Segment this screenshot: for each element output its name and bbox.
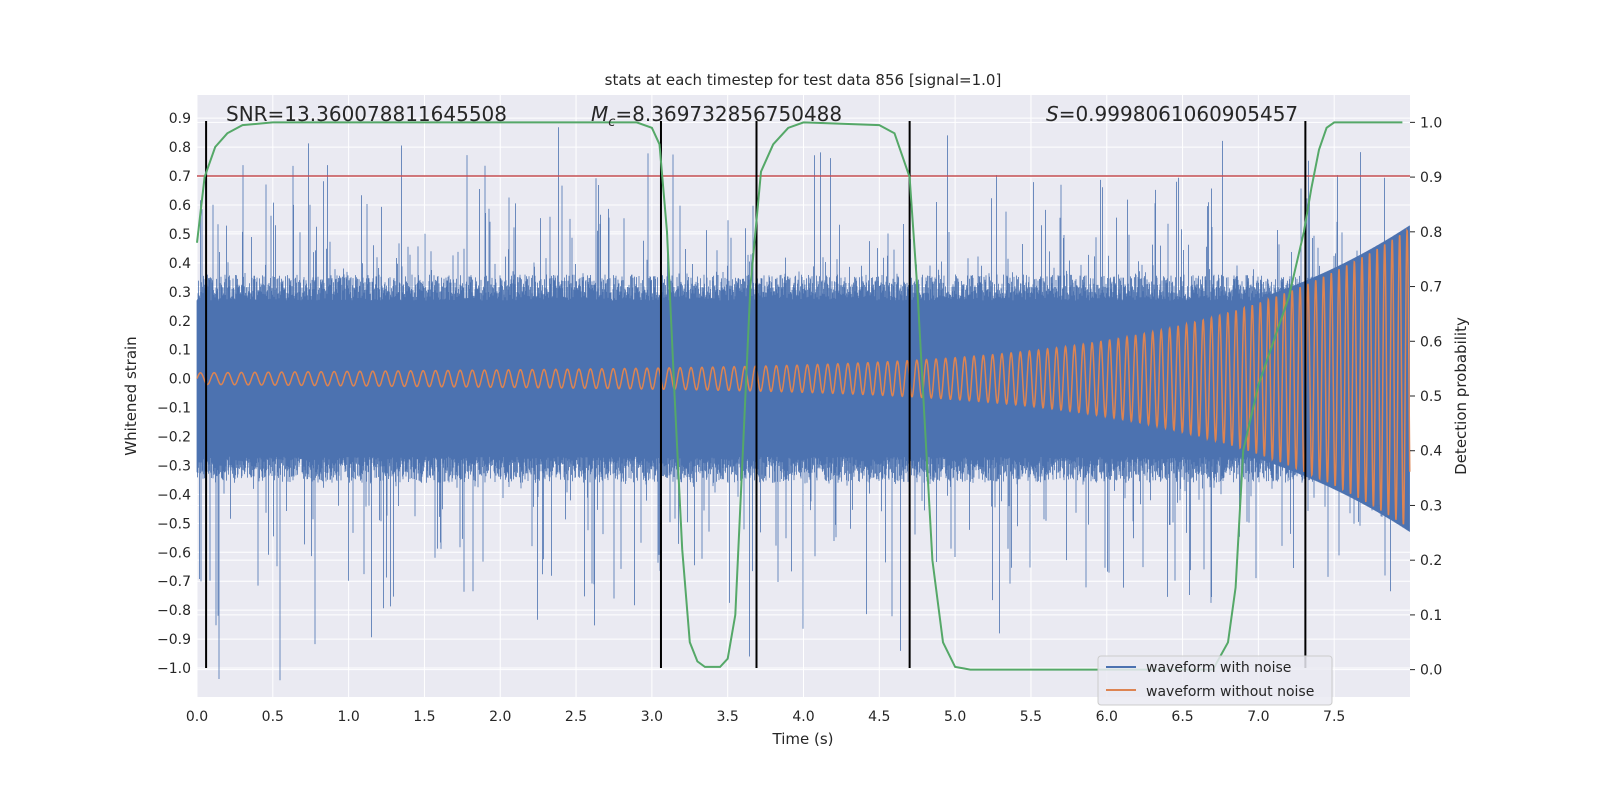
x-tick-label: 7.0: [1247, 709, 1269, 725]
x-tick-label: 2.5: [565, 709, 587, 725]
legend: waveform with noise waveform without noi…: [1097, 655, 1333, 706]
y-tick-label: 0.3: [169, 285, 191, 301]
y-tick-label: −0.9: [157, 632, 191, 648]
y-tick-label: 0.7: [169, 169, 191, 185]
legend-label-noise: waveform with noise: [1146, 660, 1291, 676]
x-tick-label: 0.5: [262, 709, 284, 725]
x-tick-label: 2.0: [489, 709, 511, 725]
x-tick-label: 1.0: [337, 709, 359, 725]
chirp-mass-annotation: Mc=8.369732856750488: [591, 102, 842, 130]
x-tick-label: 5.0: [944, 709, 966, 725]
y-right-tick-label: 0.6: [1420, 334, 1442, 350]
y-tick-label: −0.4: [157, 487, 191, 503]
y-tick-label: −0.5: [157, 516, 191, 532]
x-tick-label: 0.0: [186, 709, 208, 725]
y-right-tick-label: 0.9: [1420, 170, 1442, 186]
chart-title: stats at each timestep for test data 856…: [605, 71, 1002, 89]
series-detection-probability: [196, 121, 1403, 671]
x-axis-label: Time (s): [772, 730, 834, 748]
mc-symbol: M: [591, 102, 608, 126]
x-tick-label: 5.5: [1020, 709, 1042, 725]
y-axis-label: Whitened strain: [122, 336, 140, 455]
mc-subscript: c: [608, 115, 615, 130]
x-tick-label: 3.5: [717, 709, 739, 725]
y-right-tick-label: 0.0: [1420, 663, 1442, 679]
x-tick-label: 7.5: [1323, 709, 1345, 725]
y-tick-label: 0.8: [169, 140, 191, 156]
x-tick-label: 4.5: [868, 709, 890, 725]
y-tick-label: −0.2: [157, 430, 191, 446]
y-tick-label: 0.5: [169, 227, 191, 243]
snr-annotation: SNR=13.360078811645508: [226, 102, 507, 126]
y-tick-label: −0.7: [157, 574, 191, 590]
y-tick-label: −1.0: [157, 661, 191, 677]
s-value: =0.9998061060905457: [1059, 102, 1298, 126]
y-right-tick-label: 1.0: [1420, 115, 1442, 131]
x-tick-label: 6.5: [1171, 709, 1193, 725]
y-right-tick-label: 0.2: [1420, 553, 1442, 569]
legend-label-clean: waveform without noise: [1146, 684, 1314, 700]
series-waveform-without-noise: [196, 228, 1411, 525]
y-right-tick-label: 0.8: [1420, 225, 1442, 241]
y-right-tick-label: 0.7: [1420, 280, 1442, 296]
y-tick-label: −0.3: [157, 458, 191, 474]
s-annotation: S=0.9998061060905457: [1046, 102, 1298, 126]
y-tick-label: 0.0: [169, 372, 191, 388]
x-tick-label: 6.0: [1096, 709, 1118, 725]
y-right-tick-label: 0.5: [1420, 389, 1442, 405]
y-right-tick-label: 0.4: [1420, 444, 1442, 460]
y-axis-right-label: Detection probability: [1452, 317, 1470, 475]
x-tick-label: 1.5: [413, 709, 435, 725]
ticks: 0.0 0.5 1.0 1.5 2.0 2.5 3.0 3.5 4.0 4.5 5.0 5.5 6.0 6…: [157, 111, 1442, 725]
x-tick-label: 4.0: [792, 709, 814, 725]
marks: [196, 121, 1411, 681]
y-right-tick-label: 0.1: [1420, 608, 1442, 624]
mc-value: =8.369732856750488: [615, 102, 842, 126]
y-tick-label: 0.9: [169, 111, 191, 127]
x-tick-label: 3.0: [641, 709, 663, 725]
y-tick-label: 0.4: [169, 256, 191, 272]
s-symbol: S: [1046, 102, 1059, 126]
y-tick-label: 0.1: [169, 343, 191, 359]
y-tick-label: −0.8: [157, 603, 191, 619]
y-tick-label: 0.6: [169, 198, 191, 214]
y-tick-label: −0.1: [157, 401, 191, 417]
legend-box: [1097, 655, 1333, 706]
y-right-tick-label: 0.3: [1420, 498, 1442, 514]
y-tick-label: −0.6: [157, 545, 191, 561]
y-tick-label: 0.2: [169, 314, 191, 330]
